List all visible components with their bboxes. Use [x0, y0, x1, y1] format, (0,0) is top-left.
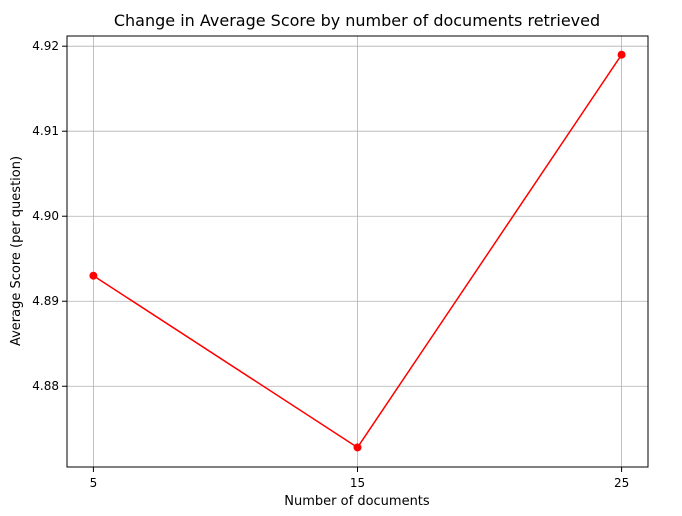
- y-tick-label: 4.90: [32, 209, 59, 223]
- y-tick-label: 4.92: [32, 39, 59, 53]
- y-tick-label: 4.88: [32, 379, 59, 393]
- data-point: [89, 271, 98, 280]
- grid-layer: [67, 36, 648, 467]
- x-tick-label: 25: [614, 476, 629, 490]
- y-tick-label: 4.89: [32, 294, 59, 308]
- series-layer: [89, 50, 626, 452]
- plot-frame: [66, 35, 649, 468]
- y-tick-label: 4.91: [32, 124, 59, 138]
- chart-title: Change in Average Score by number of doc…: [114, 11, 600, 30]
- ticks-layer: 5 15 25 4.88 4.89 4.90 4.91 4.92: [32, 39, 629, 490]
- x-axis-label: Number of documents: [284, 494, 430, 509]
- x-tick-label: 15: [350, 476, 365, 490]
- y-axis-label: Average Score (per question): [9, 156, 24, 346]
- data-point: [617, 50, 626, 59]
- data-point: [353, 443, 362, 452]
- x-tick-label: 5: [90, 476, 98, 490]
